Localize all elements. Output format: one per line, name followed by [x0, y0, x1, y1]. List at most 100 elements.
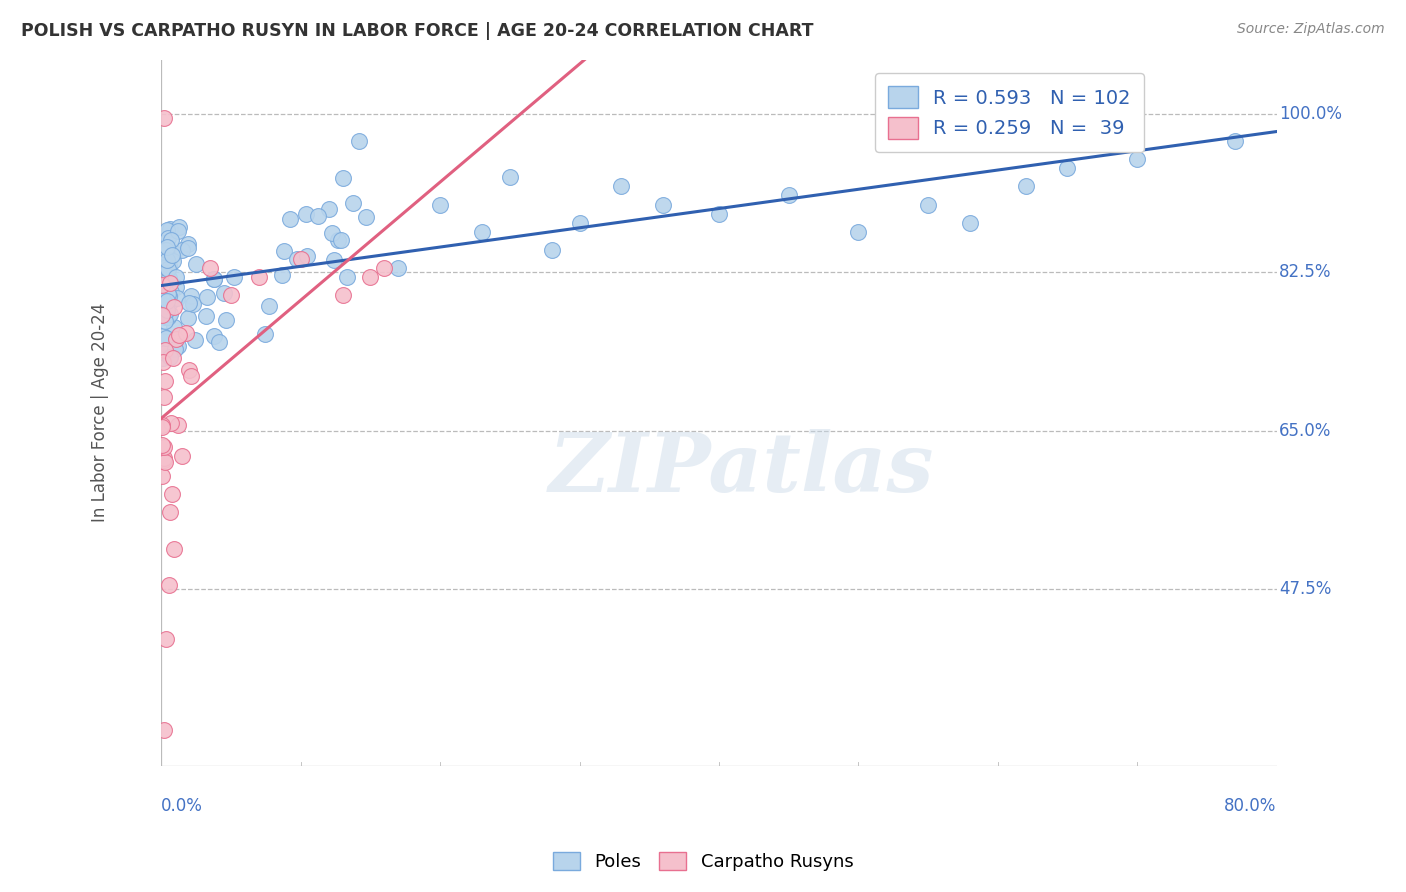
Point [163, 319, 186, 334]
Point [150, 277, 173, 292]
Point [323, 252, 346, 267]
Point [165, 280, 187, 294]
Point [152, 293, 174, 308]
Point [307, 209, 329, 223]
Point [153, 343, 176, 358]
Point [1014, 179, 1036, 194]
Point [707, 206, 730, 220]
Point [153, 305, 176, 319]
Point [150, 308, 173, 322]
Point [271, 268, 294, 282]
Point [373, 260, 395, 275]
Point [153, 310, 176, 324]
Point [167, 327, 190, 342]
Point [259, 299, 281, 313]
Point [160, 285, 183, 300]
Point [165, 270, 187, 285]
Point [159, 417, 181, 431]
Point [159, 233, 181, 247]
Point [157, 578, 180, 592]
Point [156, 294, 179, 309]
Point [349, 134, 371, 148]
Point [150, 469, 173, 483]
Point [342, 196, 364, 211]
Point [180, 369, 202, 384]
Point [156, 286, 179, 301]
Point [157, 259, 180, 273]
Point [165, 333, 187, 347]
Point [219, 288, 242, 302]
Text: In Labor Force | Age 20-24: In Labor Force | Age 20-24 [91, 303, 108, 523]
Point [156, 310, 179, 324]
Point [222, 269, 245, 284]
Point [153, 441, 176, 455]
Point [153, 287, 176, 301]
Text: 80.0%: 80.0% [1225, 797, 1277, 814]
Point [153, 112, 176, 126]
Text: 0.0%: 0.0% [162, 797, 202, 814]
Point [273, 244, 295, 258]
Point [285, 252, 308, 266]
Point [568, 216, 591, 230]
Text: ZIPatlas: ZIPatlas [548, 429, 934, 509]
Point [330, 233, 353, 247]
Point [152, 251, 174, 265]
Point [195, 309, 218, 323]
Text: 82.5%: 82.5% [1279, 263, 1331, 282]
Point [153, 723, 176, 737]
Point [336, 269, 359, 284]
Point [157, 262, 180, 277]
Point [159, 221, 181, 235]
Point [181, 297, 204, 311]
Point [163, 300, 186, 314]
Point [167, 339, 190, 353]
Text: Source: ZipAtlas.com: Source: ZipAtlas.com [1237, 22, 1385, 37]
Point [155, 244, 177, 258]
Text: POLISH VS CARPATHO RUSYN IN LABOR FORCE | AGE 20-24 CORRELATION CHART: POLISH VS CARPATHO RUSYN IN LABOR FORCE … [21, 22, 814, 40]
Point [150, 419, 173, 434]
Point [153, 451, 176, 466]
Point [155, 260, 177, 274]
Point [318, 202, 340, 216]
Point [155, 223, 177, 237]
Point [179, 363, 201, 377]
Legend: R = 0.593   N = 102, R = 0.259   N =  39: R = 0.593 N = 102, R = 0.259 N = 39 [875, 73, 1144, 153]
Point [295, 207, 318, 221]
Point [153, 455, 176, 469]
Point [155, 331, 177, 345]
Point [326, 233, 349, 247]
Point [321, 227, 343, 241]
Point [153, 374, 176, 388]
Point [157, 271, 180, 285]
Point [159, 277, 181, 291]
Point [172, 449, 194, 463]
Text: 100.0%: 100.0% [1279, 105, 1341, 123]
Legend: Poles, Carpatho Rusyns: Poles, Carpatho Rusyns [546, 845, 860, 879]
Point [159, 307, 181, 321]
Point [359, 269, 381, 284]
Point [152, 344, 174, 359]
Point [156, 302, 179, 317]
Point [152, 453, 174, 467]
Point [155, 245, 177, 260]
Point [153, 280, 176, 294]
Point [150, 418, 173, 433]
Point [160, 487, 183, 501]
Point [184, 257, 207, 271]
Point [652, 197, 675, 211]
Point [280, 212, 302, 227]
Point [169, 220, 191, 235]
Point [163, 541, 186, 556]
Point [198, 260, 221, 275]
Point [1223, 134, 1246, 148]
Point [176, 241, 198, 255]
Point [166, 224, 188, 238]
Point [156, 252, 179, 267]
Point [202, 329, 225, 343]
Point [332, 288, 354, 302]
Point [332, 171, 354, 186]
Point [166, 418, 188, 433]
Point [150, 437, 173, 451]
Point [917, 197, 939, 211]
Text: 47.5%: 47.5% [1279, 581, 1331, 599]
